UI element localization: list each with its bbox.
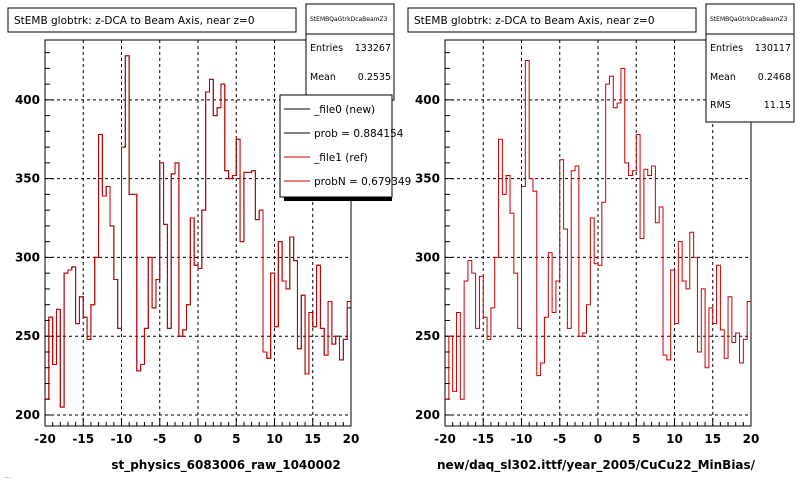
right-y-tick-label-0: 200	[415, 408, 440, 422]
legend-box	[279, 94, 393, 198]
right-stats-rms-label: RMS	[710, 100, 731, 111]
legend-label-ref: _file1 (ref)	[313, 152, 368, 164]
right-axis-ticks: -20 -15 -10 -5 0 5 10 15 20 200 250 300 350 400	[415, 52, 760, 446]
left-stats-name: StEMBQaGtrkDcaBeamZ3	[310, 16, 388, 23]
right-x-tick-label-7: 15	[704, 432, 721, 446]
right-x-tick-label-6: 10	[666, 432, 683, 446]
legend-label-new: _file0 (new)	[313, 104, 375, 116]
right-x-tick-label-2: -10	[511, 432, 533, 446]
right-title-box	[407, 7, 697, 33]
left-x-tick-label-7: 15	[304, 432, 321, 446]
right-x-tick-label-4: 0	[594, 432, 602, 446]
left-stats-mean-label: Mean	[310, 72, 336, 83]
right-stats-mean-value: 0.2468	[758, 72, 791, 83]
right-stats-box	[705, 3, 795, 123]
footer-fragment: ...	[4, 472, 11, 480]
legend-entry-new: _file0 (new)	[284, 104, 375, 116]
right-x-tick-label-3: -5	[553, 432, 566, 446]
right-stats-mean-label: Mean	[710, 72, 736, 83]
legend-entry-probn: probN = 0.679349	[284, 176, 411, 188]
right-y-tick-label-4: 400	[415, 93, 440, 107]
left-x-tick-label-4: 0	[194, 432, 202, 446]
left-histogram-panel: -20 -15 -10 -5 0 5 10 15 20 200 250 300 350 400 StEMB…	[7, 3, 411, 473]
right-series-0-line	[445, 59, 751, 400]
left-stats-box	[305, 3, 395, 101]
left-chart-title: StEMB globtrk: z-DCA to Beam Axis, near …	[14, 15, 255, 27]
legend-entry-prob: prob = 0.884154	[284, 128, 404, 140]
left-x-tick-label-2: -10	[111, 432, 133, 446]
left-y-tick-label-4: 400	[15, 93, 40, 107]
left-x-tick-label-5: 5	[232, 432, 240, 446]
left-series-1-line	[45, 55, 351, 408]
left-y-tick-label-2: 300	[15, 250, 40, 264]
right-y-tick-label-1: 250	[415, 329, 440, 343]
right-stats-name: StEMBQaGtrkDcaBeamZ3	[710, 16, 788, 23]
left-x-tick-label-1: -15	[72, 432, 94, 446]
left-series-group	[45, 55, 351, 408]
legend-label-probn: probN = 0.679349	[314, 176, 411, 188]
left-y-tick-label-3: 350	[15, 172, 40, 186]
right-chart-title: StEMB globtrk: z-DCA to Beam Axis, near …	[414, 15, 655, 27]
right-y-tick-label-3: 350	[415, 172, 440, 186]
left-x-tick-label-6: 10	[266, 432, 283, 446]
left-title-box	[7, 7, 297, 33]
legend-entry-ref: _file1 (ref)	[284, 152, 368, 164]
left-stats-entries-label: Entries	[310, 43, 343, 54]
left-x-tick-label-0: -20	[34, 432, 56, 446]
right-x-tick-label-8: 20	[743, 432, 760, 446]
left-axis-ticks: -20 -15 -10 -5 0 5 10 15 20 200 250 300 350 400	[15, 52, 360, 446]
left-stats-mean-value: 0.2535	[358, 72, 391, 83]
left-y-tick-label-0: 200	[15, 408, 40, 422]
legend-label-prob: prob = 0.884154	[314, 128, 404, 140]
right-histogram-panel: -20 -15 -10 -5 0 5 10 15 20 200 250 300 350 400 StEMB…	[407, 3, 795, 473]
left-x-tick-label-3: -5	[153, 432, 166, 446]
right-x-tick-label-1: -15	[472, 432, 494, 446]
left-x-axis-label: st_physics_6083006_raw_1040002	[111, 458, 340, 473]
right-stats-rms-value: 11.15	[764, 100, 791, 111]
left-x-tick-label-8: 20	[343, 432, 360, 446]
right-series-group	[445, 59, 751, 400]
right-x-axis-label: new/daq_sl302.ittf/year_2005/CuCu22_MinB…	[437, 458, 756, 473]
right-stats-entries-value: 130117	[755, 43, 791, 54]
left-stats-entries-value: 133267	[355, 43, 391, 54]
right-x-tick-label-0: -20	[434, 432, 456, 446]
right-stats-entries-label: Entries	[710, 43, 743, 54]
right-x-tick-label-5: 5	[632, 432, 640, 446]
right-y-tick-label-2: 300	[415, 250, 440, 264]
left-y-tick-label-1: 250	[15, 329, 40, 343]
